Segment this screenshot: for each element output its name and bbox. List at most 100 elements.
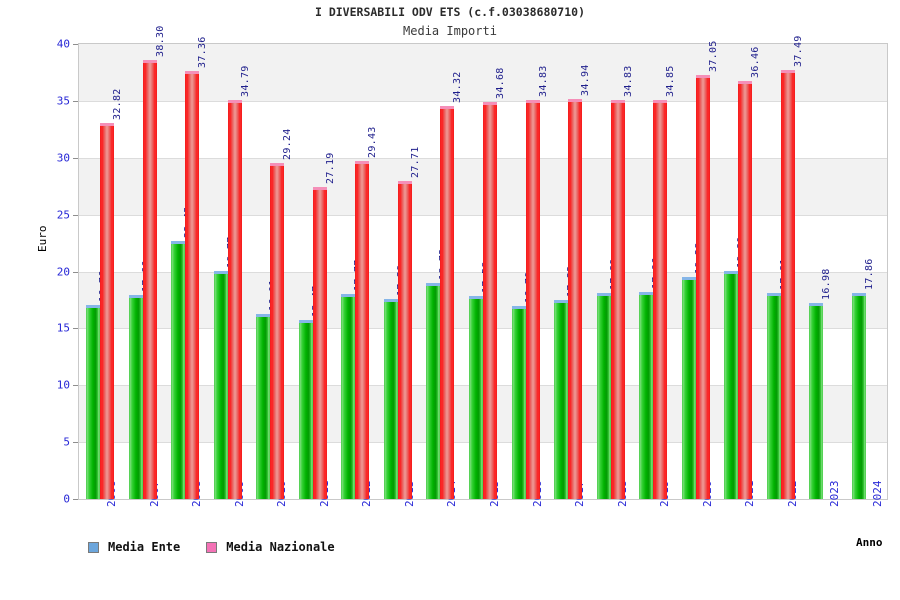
y-axis-tick-label: 20: [56, 265, 70, 278]
bar-cap: [809, 302, 824, 306]
bar-media-nazionale-2019[interactable]: [653, 99, 668, 499]
bar-media-nazionale-2010[interactable]: [270, 163, 285, 499]
bar-media-nazionale-2015[interactable]: [483, 101, 497, 499]
bar-cap: [298, 320, 313, 324]
bar-value-label: 37.36: [197, 36, 209, 69]
bar-cap: [511, 306, 526, 310]
bar-media-ente-2012[interactable]: [341, 293, 356, 499]
bar-value-label: 34.68: [495, 66, 506, 99]
bar-media-nazionale-2016[interactable]: [525, 99, 540, 499]
bar-media-ente-2010[interactable]: [256, 313, 271, 499]
y-axis-tick-mark: [73, 158, 78, 159]
y-axis-tick-label: 5: [63, 435, 70, 449]
bar-media-ente-2021[interactable]: [724, 270, 739, 499]
bar-cap: [440, 105, 455, 109]
bar-media-ente-2009[interactable]: [213, 271, 228, 499]
bar-media-nazionale-2007[interactable]: [142, 60, 157, 499]
bar-cap: [355, 161, 370, 165]
bar-media-ente-2023[interactable]: [809, 302, 824, 499]
bar-value-label: 34.83: [537, 65, 549, 97]
bar-cap: [724, 270, 739, 274]
bar-cap: [128, 295, 143, 299]
bar-media-ente-2014[interactable]: [426, 283, 441, 499]
legend-swatch-icon: [88, 541, 99, 553]
bar-media-nazionale-2009[interactable]: [227, 100, 242, 499]
bar-media-nazionale-2006[interactable]: [100, 122, 115, 499]
bar-media-nazionale-2013[interactable]: [397, 180, 412, 499]
bar-cap: [681, 276, 696, 280]
y-axis-tick-mark: [73, 385, 78, 386]
bar-media-ente-2020[interactable]: [681, 276, 696, 499]
bar-value-label: 27.71: [409, 146, 421, 178]
bar-value-label: 32.82: [112, 88, 124, 120]
legend-item-media-nazionale[interactable]: Media Nazionale: [206, 540, 335, 554]
bar-cap: [639, 291, 654, 295]
bar-media-nazionale-2012[interactable]: [355, 161, 370, 499]
bar-cap: [554, 300, 569, 304]
bar-media-nazionale-2008[interactable]: [185, 71, 200, 499]
bar-media-ente-2017[interactable]: [554, 300, 569, 499]
bar-value-label: 27.19: [324, 152, 336, 184]
y-axis-tick-mark: [73, 328, 78, 329]
bar-media-nazionale-2022[interactable]: [780, 69, 795, 499]
bar-media-nazionale-2014[interactable]: [440, 105, 455, 499]
bar-cap: [780, 69, 795, 73]
bar-cap: [227, 100, 242, 104]
bar-value-label: 37.05: [707, 39, 719, 72]
bar-media-ente-2013[interactable]: [383, 299, 398, 499]
bar-value-label: 38.30: [154, 25, 166, 58]
y-axis-tick-label: 30: [56, 151, 70, 165]
legend-label: Media Ente: [108, 540, 181, 554]
bar-media-ente-2015[interactable]: [469, 296, 483, 499]
y-axis-tick-label: 40: [56, 37, 70, 51]
x-axis-title: Anno: [856, 536, 883, 549]
bar-value-label: 16.98: [821, 268, 833, 300]
bar-media-ente-2022[interactable]: [766, 293, 781, 499]
bar-cap: [312, 186, 327, 190]
bar-value-label: 37.49: [792, 34, 804, 67]
bar-media-ente-2011[interactable]: [298, 320, 313, 499]
bar-cap: [171, 240, 186, 244]
y-axis-title: Euro: [36, 225, 49, 253]
bar-media-nazionale-2011[interactable]: [312, 186, 327, 499]
chart-legend: Media Ente Media Nazionale: [88, 540, 361, 554]
bar-cap: [525, 99, 540, 103]
y-axis-tick-mark: [73, 442, 78, 443]
plot-band: [79, 44, 887, 101]
bar-media-nazionale-2018[interactable]: [610, 99, 625, 499]
bar-media-ente-2016[interactable]: [511, 306, 526, 499]
bar-media-ente-2007[interactable]: [128, 295, 143, 499]
bar-cap: [653, 99, 668, 103]
bar-media-ente-2008[interactable]: [171, 240, 186, 499]
bar-cap: [142, 60, 157, 64]
bar-media-ente-2006[interactable]: [86, 305, 101, 499]
chart-subtitle: Media Importi: [403, 24, 497, 38]
bar-media-ente-2019[interactable]: [639, 291, 654, 499]
x-axis-tick-label: 2023: [828, 480, 842, 508]
y-axis-tick-label: 15: [56, 321, 70, 335]
bar-media-nazionale-2017[interactable]: [568, 98, 583, 499]
y-axis-tick-label: 25: [56, 208, 70, 222]
bar-cap: [851, 292, 866, 296]
bar-cap: [766, 293, 781, 297]
bar-cap: [100, 122, 115, 126]
bar-value-label: 29.43: [367, 126, 379, 159]
bar-cap: [383, 299, 398, 303]
bar-value-label: 34.32: [452, 71, 464, 103]
bar-cap: [86, 305, 101, 309]
bar-media-nazionale-2020[interactable]: [695, 74, 710, 499]
bar-cap: [426, 283, 441, 287]
chart-title: I DIVERSABILI ODV ETS (c.f.03038680710): [314, 5, 586, 19]
bar-value-label: 34.85: [665, 64, 677, 97]
bar-cap: [469, 296, 483, 300]
bar-media-nazionale-2021[interactable]: [738, 81, 753, 499]
y-axis-tick-mark: [73, 101, 78, 102]
legend-item-media-ente[interactable]: Media Ente: [88, 540, 180, 554]
bar-cap: [341, 293, 356, 297]
bar-value-label: 34.79: [239, 65, 251, 98]
bar-media-ente-2024[interactable]: [851, 292, 866, 499]
y-axis-tick-label: 0: [63, 492, 70, 506]
bar-media-ente-2018[interactable]: [596, 292, 611, 499]
bar-value-label: 34.94: [580, 63, 592, 96]
